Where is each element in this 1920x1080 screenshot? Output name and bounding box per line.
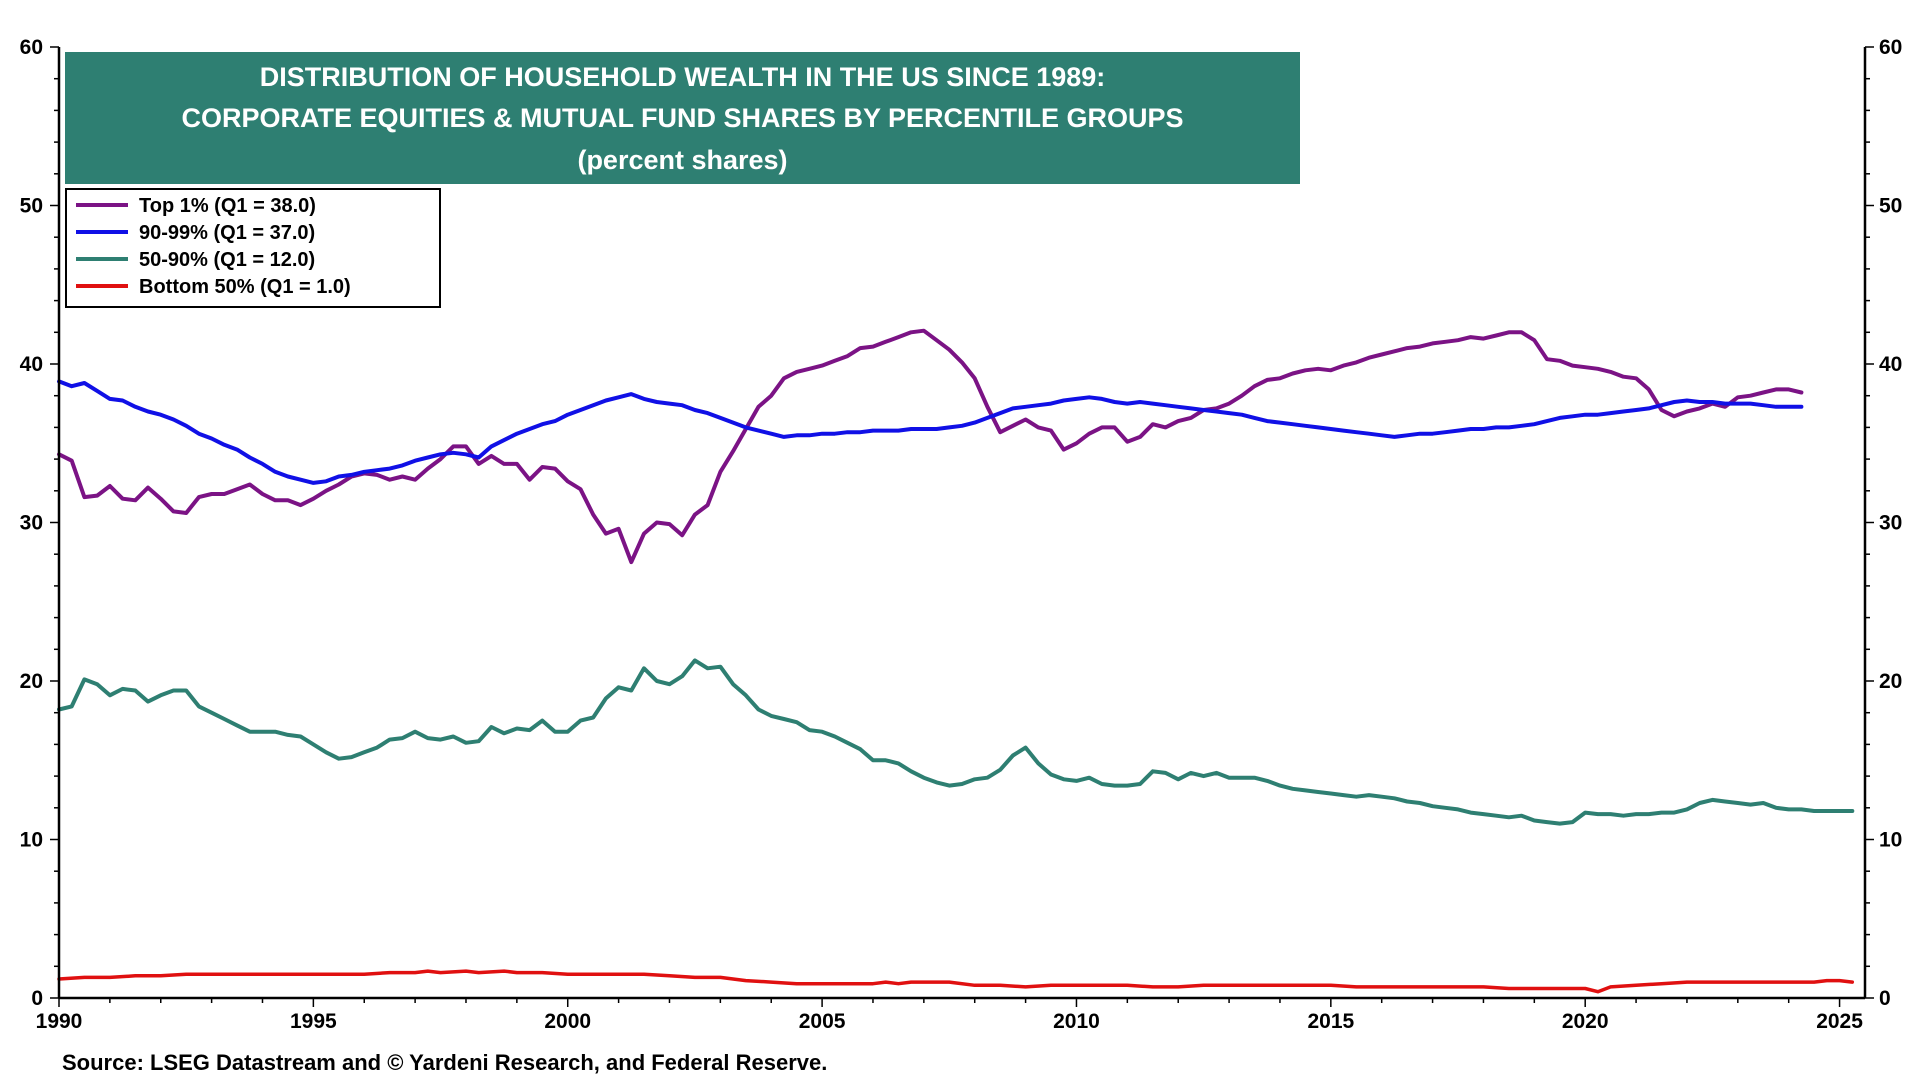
series-lines xyxy=(57,328,1855,994)
title-box: DISTRIBUTION OF HOUSEHOLD WEALTH IN THE … xyxy=(65,52,1300,184)
x-tick-label: 2025 xyxy=(1816,1010,1863,1033)
source-note: Source: LSEG Datastream and © Yardeni Re… xyxy=(62,1050,827,1075)
y-tick-label-left: 20 xyxy=(20,670,43,693)
y-tick-label-right: 10 xyxy=(1879,829,1902,852)
x-tick-label: 1995 xyxy=(290,1010,337,1033)
series-line-p50_90 xyxy=(57,658,1855,826)
legend-label-p50_90: 50-90% (Q1 = 12.0) xyxy=(139,249,315,271)
chart-title-line-1: DISTRIBUTION OF HOUSEHOLD WEALTH IN THE … xyxy=(260,62,1106,92)
y-tick-label-left: 50 xyxy=(20,195,43,218)
y-tick-label-right: 40 xyxy=(1879,353,1902,376)
legend-label-top1: Top 1% (Q1 = 38.0) xyxy=(139,195,316,217)
chart-title-line-2: CORPORATE EQUITIES & MUTUAL FUND SHARES … xyxy=(181,103,1183,133)
legend-box xyxy=(65,188,441,308)
series-line-bottom50 xyxy=(57,969,1855,994)
y-tick-label-right: 20 xyxy=(1879,670,1902,693)
x-tick-label: 1990 xyxy=(36,1010,83,1033)
y-tick-label-left: 10 xyxy=(20,829,43,852)
x-tick-label: 2005 xyxy=(799,1010,846,1033)
y-tick-label-right: 60 xyxy=(1879,36,1902,59)
legend-label-bottom50: Bottom 50% (Q1 = 1.0) xyxy=(139,276,351,298)
series-line-top1 xyxy=(57,328,1804,565)
x-tick-label: 2020 xyxy=(1562,1010,1609,1033)
x-tick-label: 2000 xyxy=(544,1010,591,1033)
y-tick-label-right: 50 xyxy=(1879,195,1902,218)
y-tick-label-left: 0 xyxy=(31,987,43,1010)
legend-label-p90_99: 90-99% (Q1 = 37.0) xyxy=(139,222,315,244)
x-tick-label: 2010 xyxy=(1053,1010,1100,1033)
x-tick-label: 2015 xyxy=(1307,1010,1354,1033)
legend: Top 1% (Q1 = 38.0) 90-99% (Q1 = 37.0) 50-9… xyxy=(65,188,441,308)
title-background xyxy=(65,52,1300,184)
series-line-p90_99 xyxy=(57,379,1804,485)
y-tick-label-right: 0 xyxy=(1879,987,1891,1010)
y-tick-label-left: 40 xyxy=(20,353,43,376)
chart-subtitle: (percent shares) xyxy=(577,145,787,175)
y-tick-label-left: 60 xyxy=(20,36,43,59)
y-tick-label-left: 30 xyxy=(20,512,43,535)
y-tick-label-right: 30 xyxy=(1879,512,1902,535)
